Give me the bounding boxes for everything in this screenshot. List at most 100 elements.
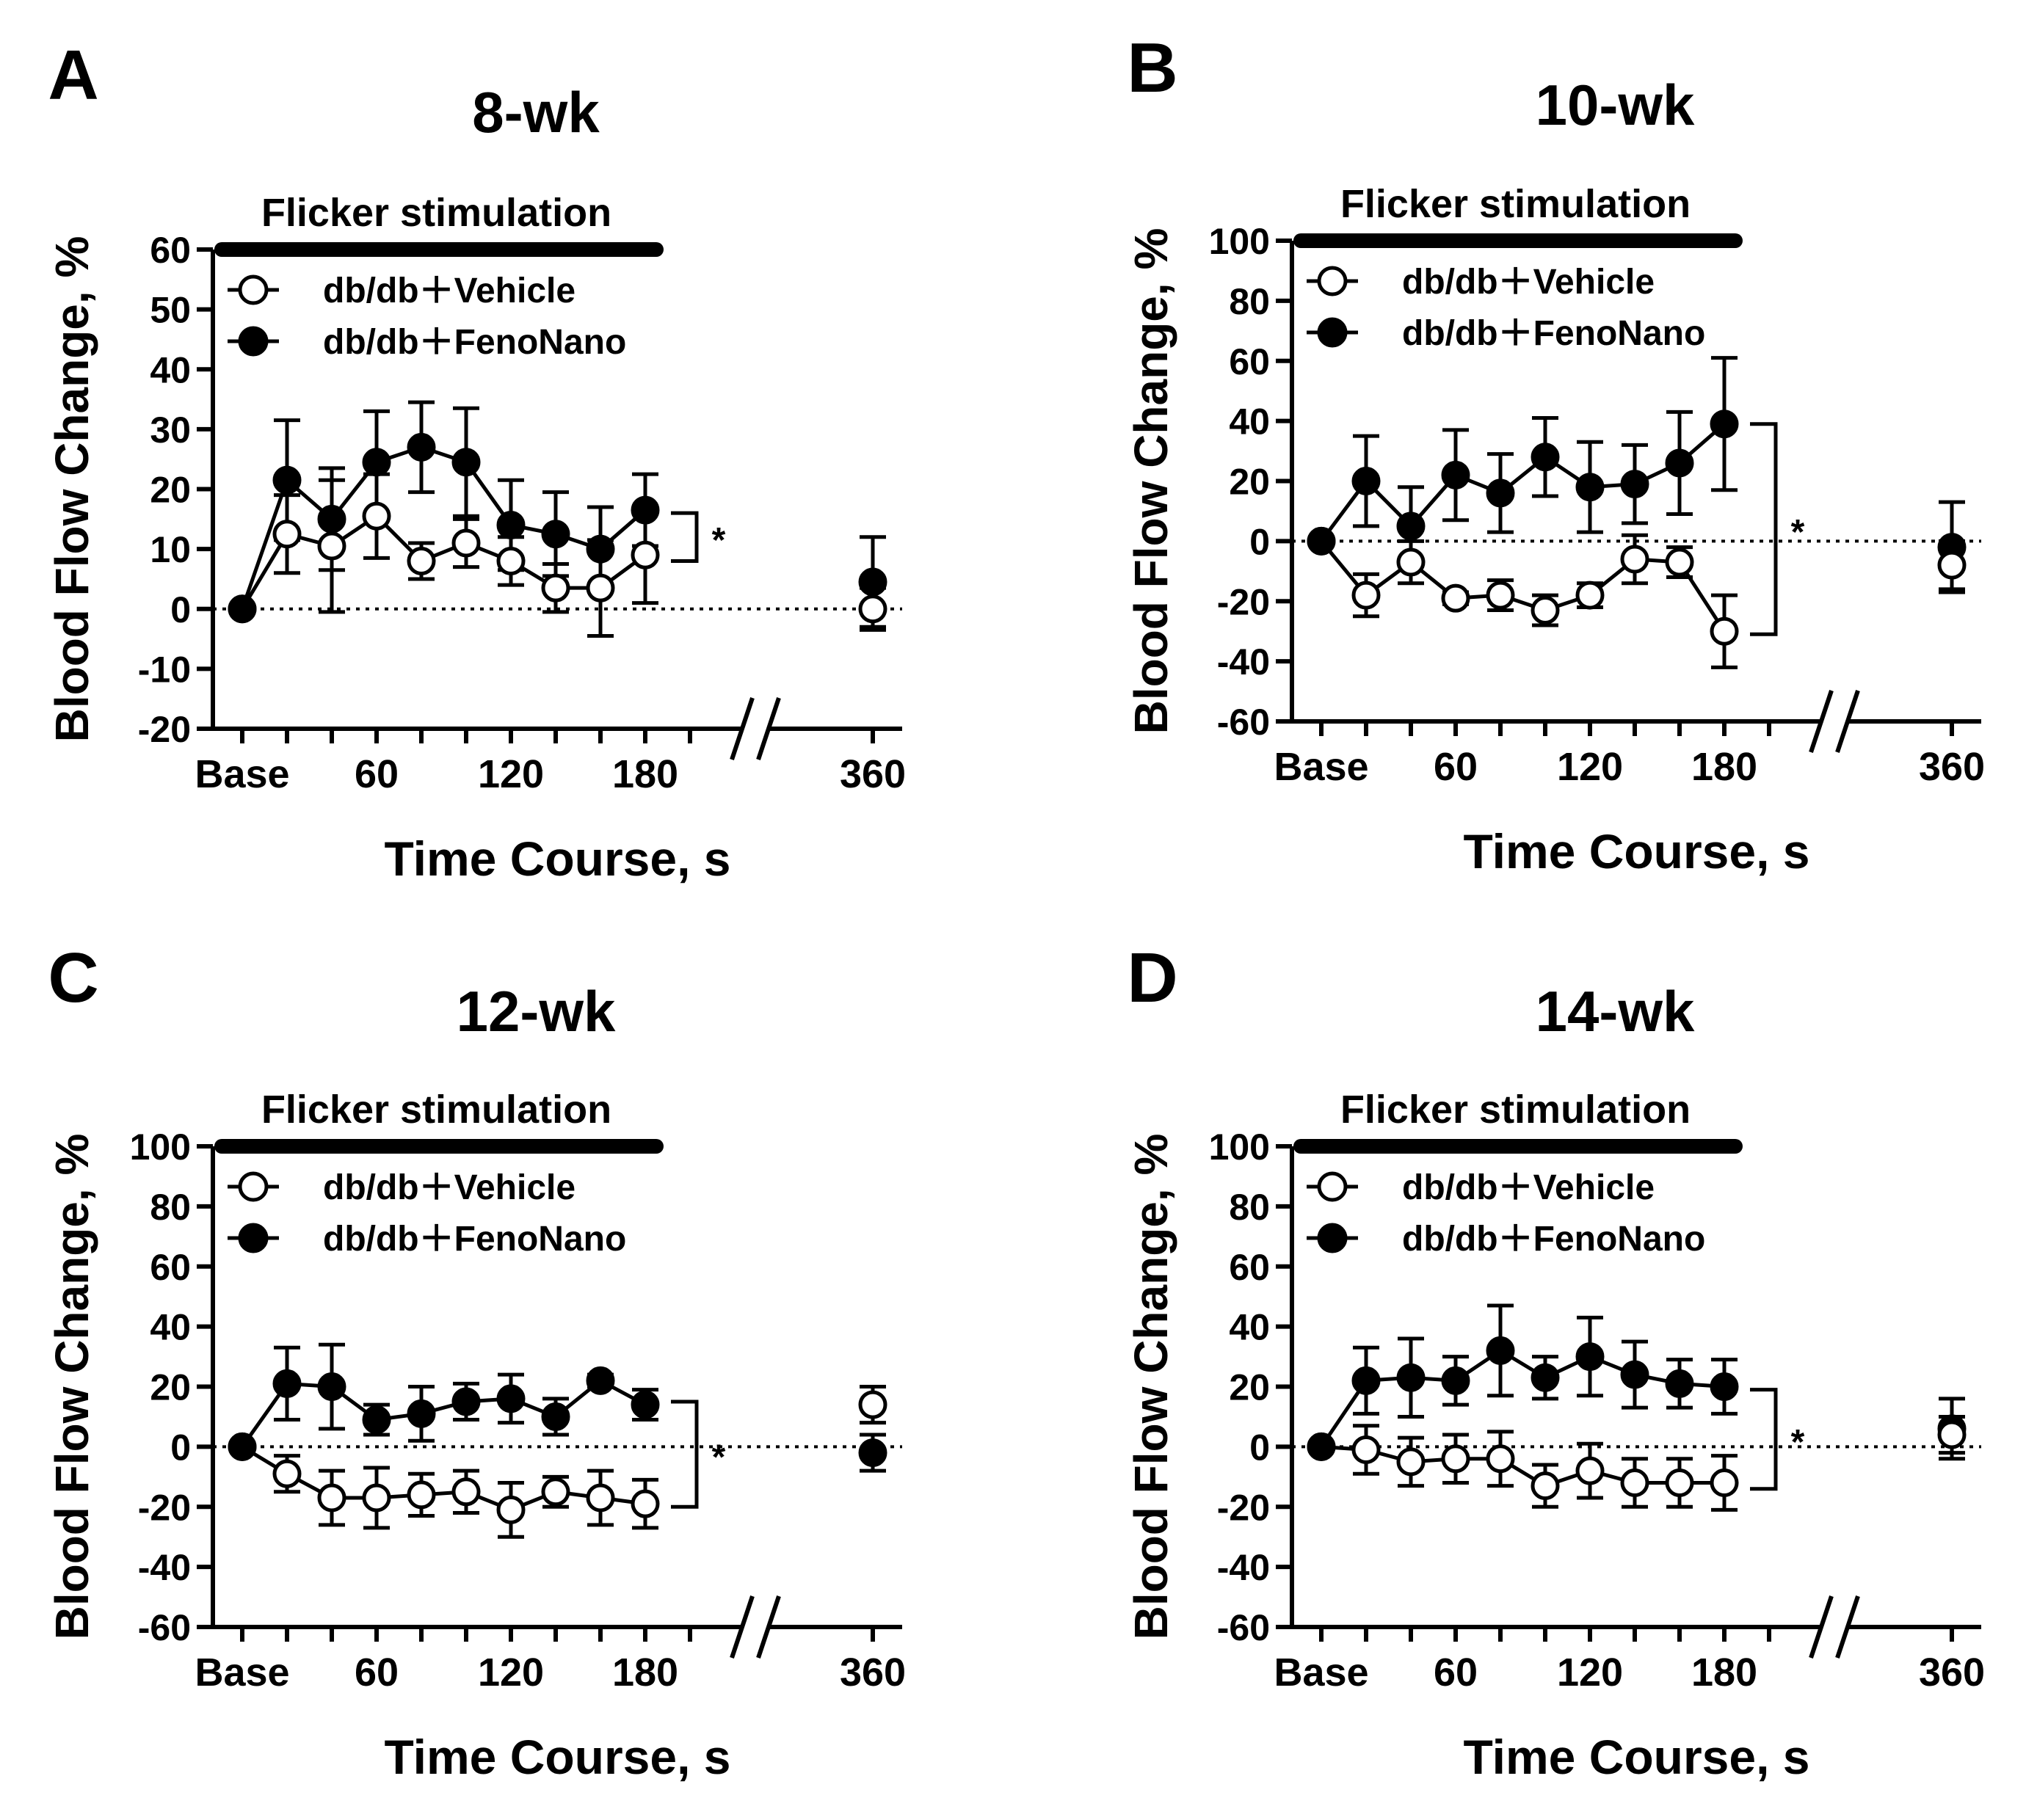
legend-label: db/db＋Vehicle xyxy=(1402,263,1655,302)
axis-break-mark xyxy=(756,697,781,760)
y-tick-label: 0 xyxy=(170,1427,191,1468)
data-point xyxy=(1351,1435,1381,1464)
data-point xyxy=(496,546,526,575)
y-tick-label: -40 xyxy=(1217,641,1270,682)
axis-break-mark xyxy=(730,697,755,760)
axis-break-mark xyxy=(1835,690,1860,753)
data-point xyxy=(586,573,615,603)
data-point xyxy=(317,1372,346,1401)
data-point xyxy=(1486,478,1515,508)
data-point xyxy=(1531,596,1560,625)
data-point xyxy=(1665,448,1694,478)
y-tick-label: -10 xyxy=(138,649,191,690)
data-point xyxy=(1710,410,1739,439)
series-fenonano xyxy=(228,1342,887,1473)
y-tick-label: 20 xyxy=(1229,1367,1270,1408)
data-point xyxy=(1620,1360,1649,1389)
x-tick-label: 60 xyxy=(1434,745,1478,789)
data-point xyxy=(1486,1444,1515,1474)
y-axis-label: Blood Flow Change, % xyxy=(1125,228,1177,735)
data-point xyxy=(1441,583,1470,613)
data-point xyxy=(228,1432,257,1461)
data-point xyxy=(1396,1363,1426,1392)
y-tick-label: -60 xyxy=(1217,1607,1270,1648)
data-point xyxy=(1620,545,1649,574)
y-tick-label: 40 xyxy=(1229,1307,1270,1348)
data-point xyxy=(858,594,887,624)
panel-a: A 8-wk Flicker stimulation -20 -10 0 10 20 30 40 5… xyxy=(46,36,906,886)
significance-marker: * xyxy=(1791,1423,1805,1462)
series-line xyxy=(240,445,647,610)
y-tick-label: 20 xyxy=(150,470,191,511)
data-point xyxy=(631,1390,660,1419)
data-point xyxy=(1307,1432,1336,1461)
data-point xyxy=(586,1483,615,1513)
y-tick-label: -20 xyxy=(1217,581,1270,622)
y-tick-label: 50 xyxy=(150,290,191,331)
data-point xyxy=(1351,467,1381,495)
series-line xyxy=(1319,422,1726,542)
data-point xyxy=(407,546,436,575)
x-tick-label: 180 xyxy=(1691,745,1757,789)
data-point xyxy=(496,1495,526,1524)
data-point xyxy=(272,1459,302,1488)
series-line xyxy=(240,514,647,611)
x-tick-label: 360 xyxy=(840,1650,906,1695)
y-tick-label: 60 xyxy=(1229,1247,1270,1288)
x-tick-label: 60 xyxy=(1434,1650,1478,1695)
data-point xyxy=(317,531,346,561)
y-tick-label: -60 xyxy=(138,1607,191,1648)
x-tick-label: Base xyxy=(195,1650,289,1695)
x-tick-label: 120 xyxy=(1557,745,1623,789)
data-point xyxy=(317,1483,346,1513)
data-point xyxy=(272,1369,302,1398)
axis-break-mark xyxy=(1809,690,1834,753)
data-point xyxy=(1531,443,1560,472)
y-tick-label: -40 xyxy=(138,1547,191,1588)
chart-title: 14-wk xyxy=(1536,979,1695,1044)
axis-break-mark xyxy=(756,1595,781,1659)
legend-marker-filled xyxy=(1317,317,1348,348)
data-point xyxy=(362,448,391,477)
series-vehicle xyxy=(228,472,887,638)
data-point xyxy=(1441,460,1470,489)
y-tick-label: 80 xyxy=(150,1187,191,1228)
y-tick-label: 20 xyxy=(150,1367,191,1408)
x-tick-label: 120 xyxy=(1557,1650,1623,1695)
data-point xyxy=(451,1387,481,1416)
y-tick-label: -40 xyxy=(1217,1547,1270,1588)
data-point xyxy=(1665,1369,1694,1398)
data-point xyxy=(1937,550,1967,580)
y-tick-label: 100 xyxy=(1209,221,1270,262)
data-point xyxy=(272,465,302,495)
legend-label: db/db＋Vehicle xyxy=(1402,1168,1655,1207)
panel-b: B 10-wk Flicker stimulation -60 -40 -20 0 20 40 6… xyxy=(1125,29,1985,878)
data-point xyxy=(1307,526,1336,556)
data-point xyxy=(451,448,481,477)
data-point xyxy=(1531,1471,1560,1501)
x-tick-label: 120 xyxy=(478,1650,544,1695)
data-point xyxy=(631,540,660,569)
legend-label: db/db＋FenoNano xyxy=(1402,1220,1705,1259)
y-tick-label: 60 xyxy=(1229,341,1270,382)
data-point xyxy=(362,1483,391,1513)
x-tick-label: 120 xyxy=(478,752,544,796)
legend-marker-open xyxy=(1317,1171,1348,1202)
y-tick-label: 60 xyxy=(150,1247,191,1288)
data-point xyxy=(858,1390,887,1419)
y-tick-label: 0 xyxy=(1249,521,1270,562)
data-point xyxy=(1665,1468,1694,1497)
y-tick-label: -20 xyxy=(138,709,191,750)
data-point xyxy=(407,432,436,462)
data-point xyxy=(1486,1336,1515,1365)
data-point xyxy=(1351,580,1381,610)
chart-title: 12-wk xyxy=(457,979,616,1044)
series-fenonano xyxy=(1307,356,1967,594)
significance-bracket xyxy=(671,1399,699,1509)
legend-label: db/db＋Vehicle xyxy=(323,1168,576,1207)
data-point xyxy=(496,1384,526,1413)
data-point xyxy=(1620,1468,1649,1497)
data-point xyxy=(1710,616,1739,646)
data-point xyxy=(1710,1468,1739,1497)
